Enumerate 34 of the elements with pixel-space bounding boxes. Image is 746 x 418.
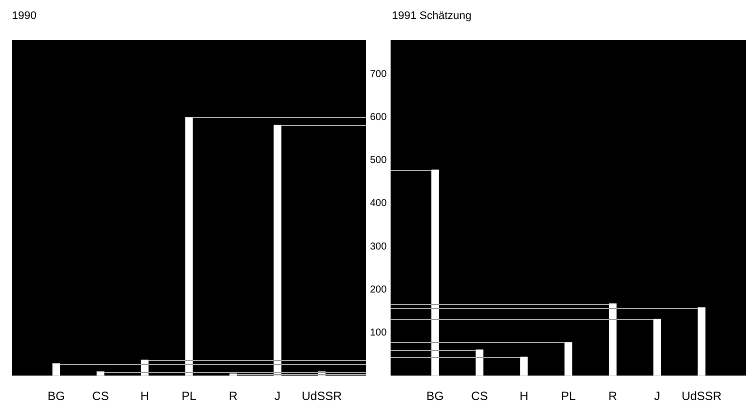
chart-title: 1990 (12, 10, 36, 22)
y-tick-label: 700 (370, 69, 388, 80)
x-tick-label: R (228, 389, 238, 404)
bar (653, 318, 661, 376)
y-tick-label: 100 (370, 327, 388, 338)
x-tick-label: J (274, 389, 280, 404)
x-tick-label: CS (471, 389, 488, 404)
bar (185, 117, 193, 376)
x-tick-label: CS (92, 389, 109, 404)
bar (476, 349, 484, 376)
x-tick-label: UdSSR (302, 389, 342, 404)
bar (431, 170, 439, 376)
bar (520, 356, 528, 376)
x-tick-label: J (654, 389, 660, 404)
bar (698, 307, 706, 376)
x-tick-label: H (140, 389, 150, 404)
x-tick-label: R (608, 389, 618, 404)
x-tick-label: PL (561, 389, 576, 404)
x-tick-label: UdSSR (682, 389, 722, 404)
x-tick-label: BG (426, 389, 444, 404)
bar (96, 371, 104, 376)
y-tick-label: 400 (370, 198, 388, 210)
x-tick-label: PL (182, 389, 197, 404)
bar (274, 124, 282, 376)
bar (564, 342, 572, 376)
bar (608, 303, 617, 376)
x-tick-label: BG (48, 389, 65, 404)
y-tick-label: 600 (370, 112, 388, 124)
y-tick-label: 500 (370, 155, 388, 166)
y-tick-label: 300 (370, 241, 388, 252)
x-tick-label: H (520, 389, 528, 404)
bar (52, 363, 60, 376)
y-tick-label: 200 (370, 284, 388, 296)
chart-title: 1991 Schätzung (392, 10, 472, 22)
